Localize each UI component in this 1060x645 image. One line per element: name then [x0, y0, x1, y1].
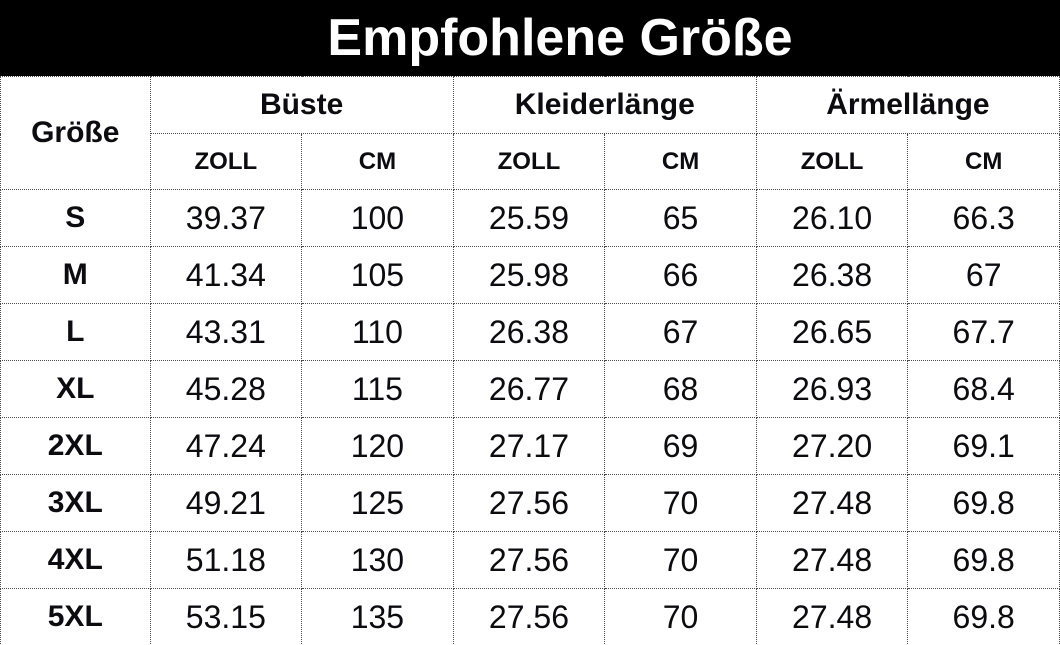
table-cell: 115: [301, 360, 454, 418]
size-label: XL: [0, 360, 151, 418]
table-cell: 26.10: [755, 189, 909, 247]
table-cell: 27.20: [755, 417, 909, 475]
table-row-3xl: 3XL 49.21 125 27.56 70 27.48 69.8: [0, 474, 1060, 532]
table-cell: 130: [301, 531, 454, 589]
size-label: 4XL: [0, 531, 151, 589]
table-cell: 135: [301, 588, 454, 645]
table-cell: 26.38: [452, 303, 606, 361]
table-row-s: S 39.37 100 25.59 65 26.10 66.3: [0, 189, 1060, 247]
table-row-4xl: 4XL 51.18 130 27.56 70 27.48 69.8: [0, 531, 1060, 589]
unit-header-sleeve-cm: CM: [907, 133, 1060, 190]
table-cell: 67: [907, 246, 1060, 304]
size-label: 3XL: [0, 474, 151, 532]
table-cell: 125: [301, 474, 454, 532]
size-label: 5XL: [0, 588, 151, 645]
table-cell: 47.24: [149, 417, 303, 475]
table-cell: 100: [301, 189, 454, 247]
table-cell: 65: [604, 189, 757, 247]
table-row-l: L 43.31 110 26.38 67 26.65 67.7: [0, 303, 1060, 361]
table-cell: 69.8: [907, 474, 1060, 532]
table-cell: 49.21: [149, 474, 303, 532]
table-cell: 27.48: [755, 588, 909, 645]
size-label: S: [0, 189, 151, 247]
table-row-m: M 41.34 105 25.98 66 26.38 67: [0, 246, 1060, 304]
table-cell: 67: [604, 303, 757, 361]
table-row-2xl: 2XL 47.24 120 27.17 69 27.20 69.1: [0, 417, 1060, 475]
table-cell: 26.65: [755, 303, 909, 361]
table-row-5xl: 5XL 53.15 135 27.56 70 27.48 69.8: [0, 588, 1060, 645]
unit-header-bust-cm: CM: [301, 133, 454, 190]
table-cell: 27.48: [755, 531, 909, 589]
table-cell: 26.77: [452, 360, 606, 418]
table-cell: 27.17: [452, 417, 606, 475]
table-cell: 66: [604, 246, 757, 304]
title-banner: Empfohlene Größe: [0, 0, 1060, 76]
unit-header-dress-inch: ZOLL: [452, 133, 606, 190]
size-label: L: [0, 303, 151, 361]
table-cell: 67.7: [907, 303, 1060, 361]
column-header-size: Größe: [0, 76, 151, 190]
table-cell: 26.93: [755, 360, 909, 418]
table-cell: 70: [604, 531, 757, 589]
table-cell: 39.37: [149, 189, 303, 247]
table-cell: 43.31: [149, 303, 303, 361]
size-chart-table: Größe Büste Kleiderlänge Ärmellänge ZOLL…: [0, 76, 1060, 645]
table-cell: 25.98: [452, 246, 606, 304]
table-cell: 41.34: [149, 246, 303, 304]
table-cell: 27.56: [452, 531, 606, 589]
table-row-xl: XL 45.28 115 26.77 68 26.93 68.4: [0, 360, 1060, 418]
table-cell: 69: [604, 417, 757, 475]
table-cell: 27.56: [452, 588, 606, 645]
table-cell: 66.3: [907, 189, 1060, 247]
table-cell: 45.28: [149, 360, 303, 418]
table-cell: 51.18: [149, 531, 303, 589]
table-cell: 27.48: [755, 474, 909, 532]
table-cell: 25.59: [452, 189, 606, 247]
unit-header-sleeve-inch: ZOLL: [755, 133, 909, 190]
header-unit-row: ZOLL CM ZOLL CM ZOLL CM: [1, 133, 1060, 190]
table-cell: 69.1: [907, 417, 1060, 475]
table-cell: 120: [301, 417, 454, 475]
table-cell: 70: [604, 588, 757, 645]
size-label: M: [0, 246, 151, 304]
size-label: 2XL: [0, 417, 151, 475]
unit-header-dress-cm: CM: [604, 133, 757, 190]
column-group-sleeve-length: Ärmellänge: [755, 76, 1060, 134]
table-cell: 26.38: [755, 246, 909, 304]
column-group-dress-length: Kleiderlänge: [452, 76, 757, 134]
table-cell: 69.8: [907, 588, 1060, 645]
column-group-bust: Büste: [149, 76, 454, 134]
table-cell: 68.4: [907, 360, 1060, 418]
unit-header-bust-inch: ZOLL: [149, 133, 303, 190]
header-group-row: Größe Büste Kleiderlänge Ärmellänge: [0, 76, 1060, 190]
table-cell: 70: [604, 474, 757, 532]
table-cell: 110: [301, 303, 454, 361]
table-cell: 105: [301, 246, 454, 304]
table-cell: 69.8: [907, 531, 1060, 589]
table-cell: 27.56: [452, 474, 606, 532]
table-cell: 68: [604, 360, 757, 418]
table-cell: 53.15: [149, 588, 303, 645]
page-title: Empfohlene Größe: [327, 9, 793, 67]
